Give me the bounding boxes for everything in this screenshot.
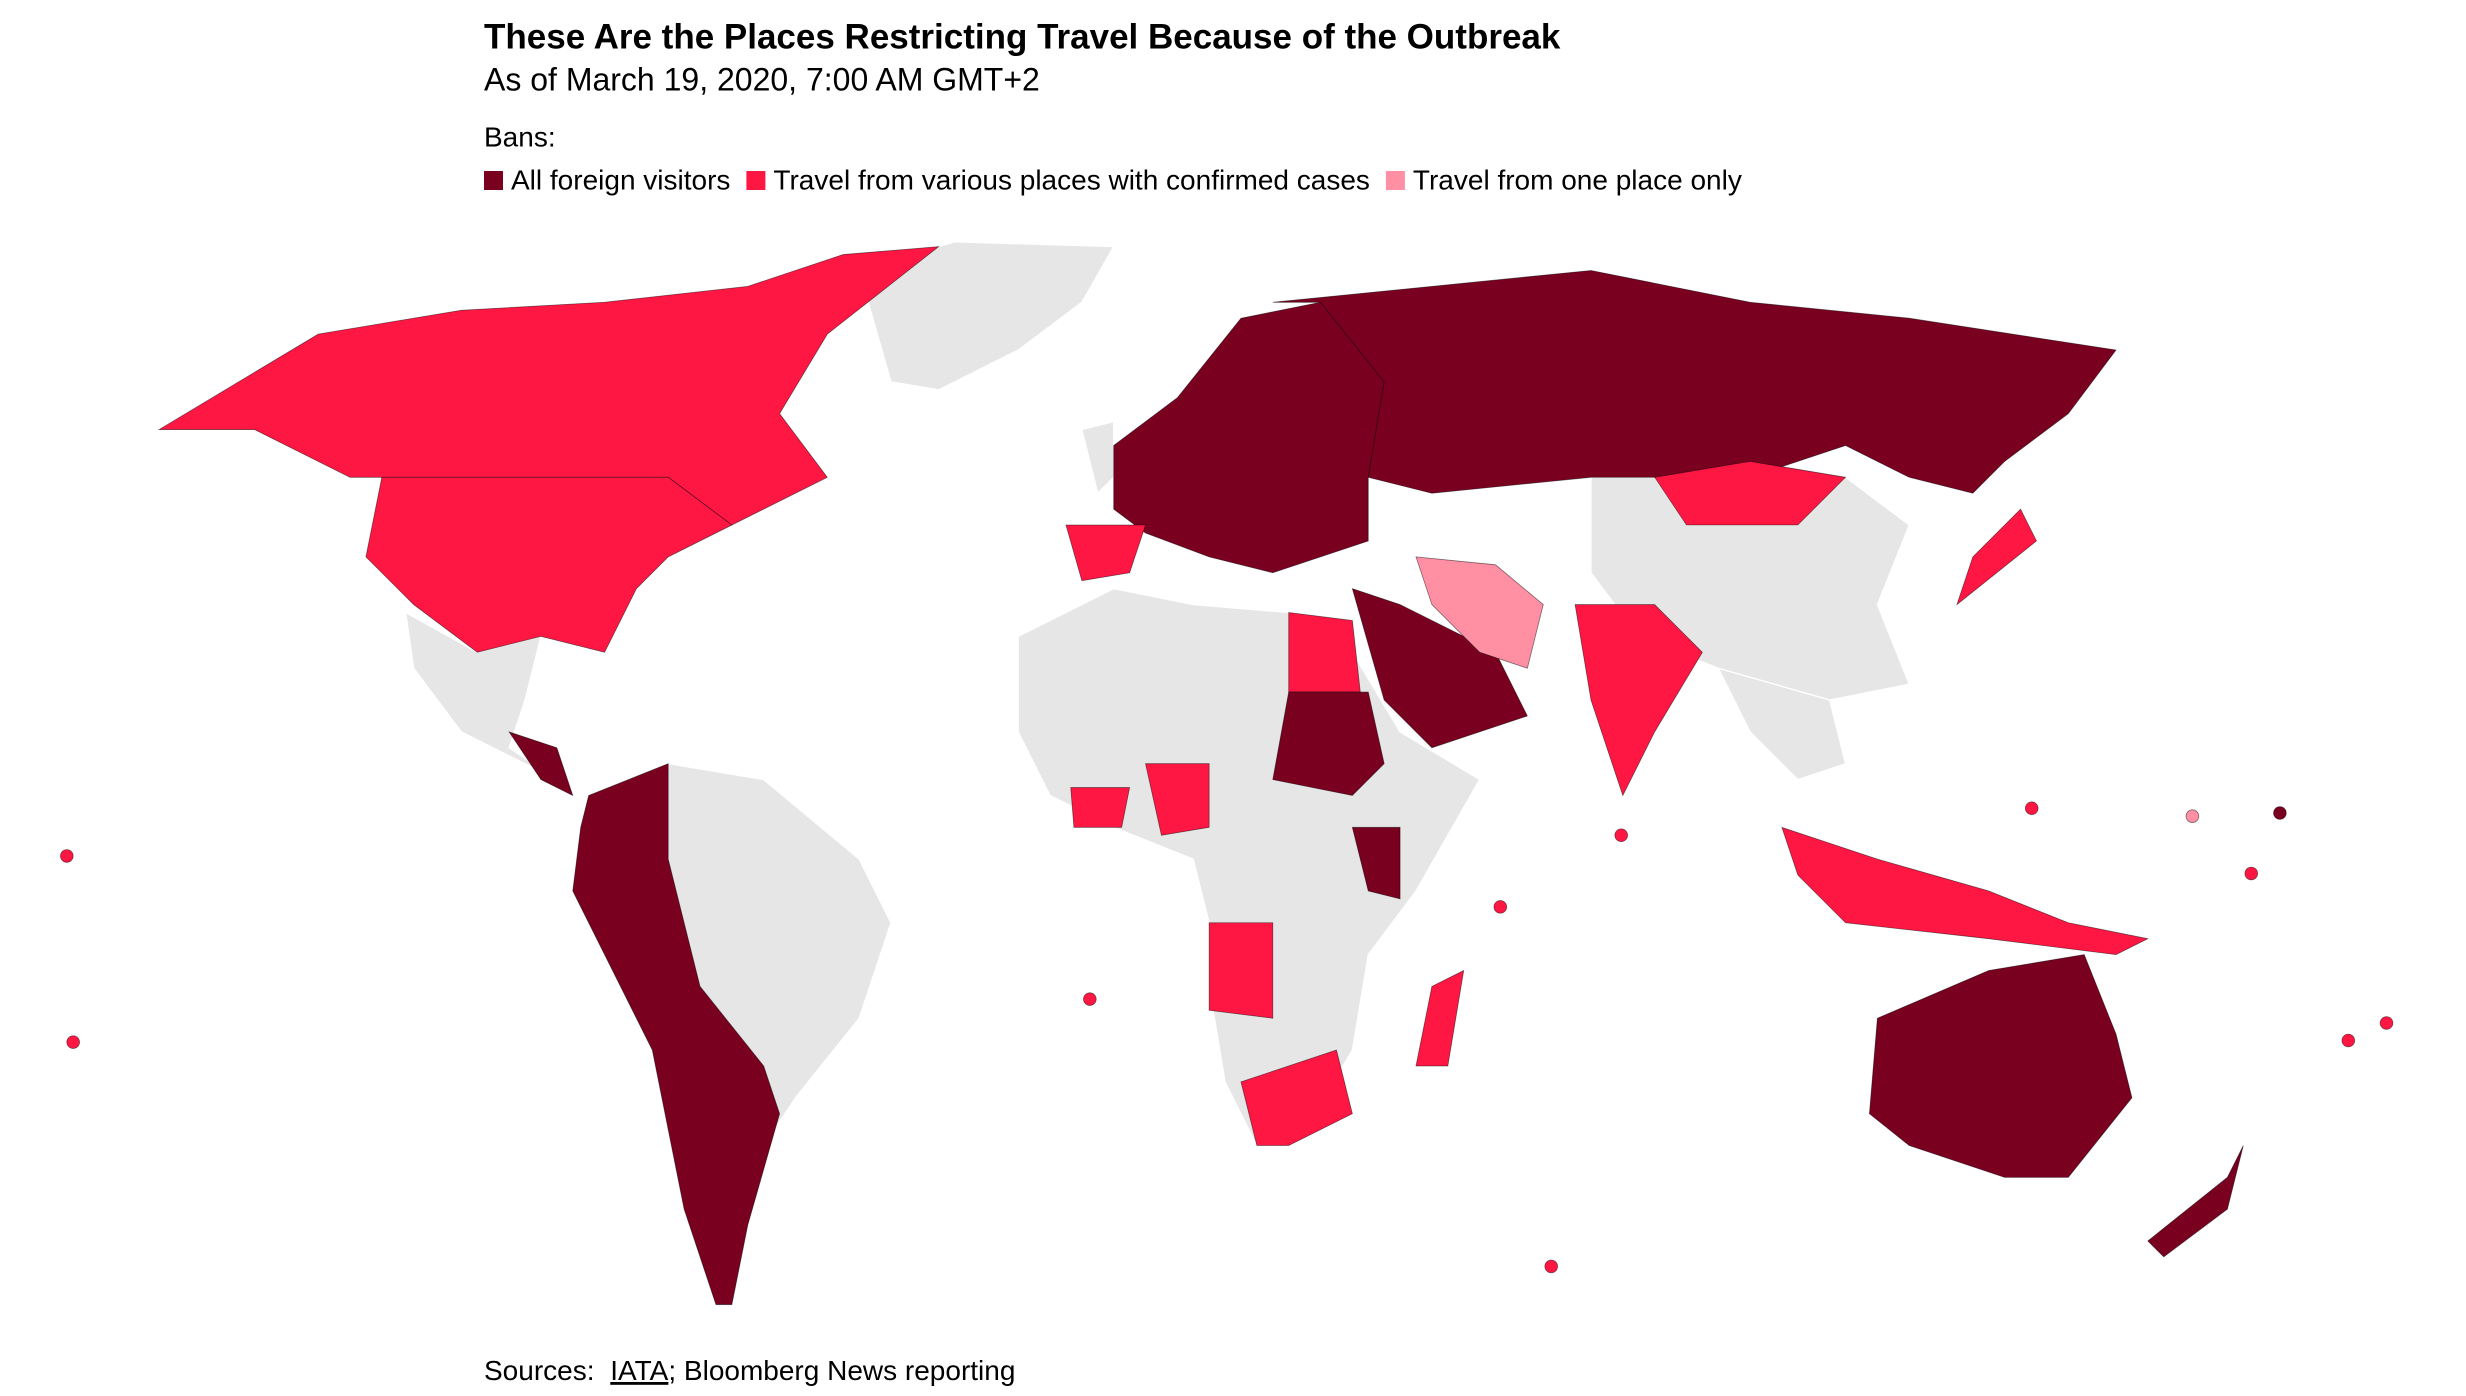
kenya <box>1351 826 1401 900</box>
indonesia <box>1781 826 2150 956</box>
island <box>2024 801 2039 815</box>
greenland <box>858 241 1115 391</box>
europe <box>1113 301 1385 574</box>
southeast-asia <box>1717 667 1847 781</box>
arabia <box>1351 588 1528 749</box>
island <box>2273 806 2287 820</box>
russia <box>1272 270 2117 494</box>
central-america <box>508 731 574 797</box>
egypt <box>1288 612 1361 693</box>
mongolia <box>1653 460 1847 526</box>
legend-label: Travel from one place only <box>1413 164 1742 195</box>
legend: All foreign visitors Travel from various … <box>484 164 1742 195</box>
usa <box>365 476 733 653</box>
iran <box>1415 556 1544 669</box>
island <box>2341 1033 2356 1048</box>
angola <box>1208 922 1274 1019</box>
legend-label: All foreign visitors <box>511 164 730 195</box>
west-africa <box>1070 787 1131 828</box>
madagascar <box>1415 969 1465 1067</box>
island <box>1614 828 1628 843</box>
subtitle: As of March 19, 2020, 7:00 AM GMT+2 <box>484 61 1040 97</box>
island <box>1083 992 1097 1006</box>
footer: Sources: IATA; Bloomberg News reporting <box>484 1355 1015 1386</box>
legend-swatch <box>746 171 766 190</box>
island <box>2379 1016 2394 1030</box>
uk <box>1081 420 1115 495</box>
world-map <box>60 241 2394 1306</box>
legend-label: Travel from various places with confirme… <box>773 164 1370 195</box>
new-zealand <box>2147 1145 2244 1258</box>
island <box>2244 866 2259 881</box>
legend-swatch <box>484 171 503 190</box>
island <box>60 849 74 863</box>
island <box>2185 809 2200 823</box>
footer-rest: ; Bloomberg News reporting <box>668 1355 1015 1386</box>
legend-title: Bans: <box>484 121 556 152</box>
india <box>1574 604 1703 797</box>
australia <box>1869 954 2133 1178</box>
iberia <box>1065 524 1147 582</box>
legend-swatch <box>1385 171 1405 190</box>
island <box>1493 900 1508 914</box>
title: These Are the Places Restricting Travel … <box>484 17 1561 56</box>
source-link[interactable]: IATA <box>610 1355 668 1386</box>
island <box>1544 1259 1558 1274</box>
nigeria <box>1145 763 1210 836</box>
south-africa <box>1240 1049 1353 1146</box>
island <box>66 1035 80 1049</box>
footer-prefix: Sources: <box>484 1355 595 1386</box>
canada-alaska <box>157 246 940 526</box>
japan <box>1956 508 2037 606</box>
sudan <box>1272 691 1385 796</box>
andes <box>572 763 781 1306</box>
